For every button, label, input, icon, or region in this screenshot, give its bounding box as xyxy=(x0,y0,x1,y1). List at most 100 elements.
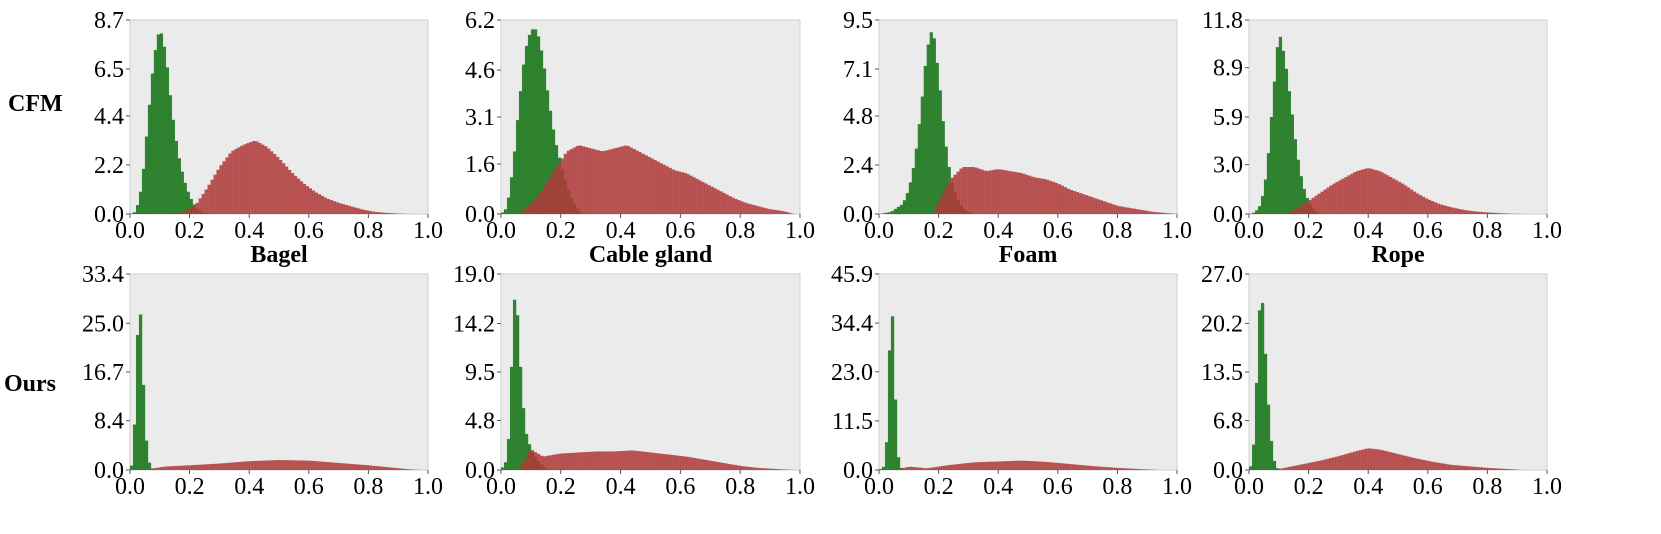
histogram-bar xyxy=(1359,450,1363,470)
histogram-bar xyxy=(1409,189,1414,214)
histogram-bar xyxy=(992,169,996,214)
histogram-bar xyxy=(986,461,990,470)
histogram-bar xyxy=(680,456,684,470)
x-tick-label: 0.8 xyxy=(1102,218,1132,244)
histogram-bar xyxy=(162,46,167,215)
histogram-bar xyxy=(1126,207,1130,214)
histogram-bar xyxy=(323,197,327,214)
histogram-bar xyxy=(287,169,292,214)
histogram-bar xyxy=(653,452,657,470)
histogram-bar xyxy=(1090,197,1094,214)
y-tick-label: 33.4 xyxy=(82,262,124,288)
histogram-bar xyxy=(1436,203,1441,214)
histogram-bar xyxy=(725,194,729,214)
histogram-bar xyxy=(171,119,175,214)
histogram-bar xyxy=(998,461,1002,470)
histogram-bar xyxy=(1004,461,1008,470)
histogram-bar xyxy=(917,124,922,214)
histogram-bar xyxy=(926,44,930,215)
histogram-bar xyxy=(159,33,164,214)
histogram-bar xyxy=(530,29,535,214)
histogram-bar xyxy=(1051,181,1056,214)
histogram-bar xyxy=(911,467,916,470)
y-tick-label: 3.0 xyxy=(1213,153,1243,179)
histogram-bar xyxy=(923,468,927,470)
histogram-bar xyxy=(962,463,966,470)
histogram-bar xyxy=(683,172,687,214)
x-tick-label: 0.4 xyxy=(234,474,264,500)
histogram-bar xyxy=(210,463,214,470)
histogram-panel: 0.0 0.2 0.4 0.6 0.8 1.0 0.0 8.4 16.7 25.0 33.4 xyxy=(82,262,443,500)
histogram-bar xyxy=(374,211,378,214)
histogram-bar xyxy=(545,90,550,214)
histogram-bar xyxy=(1481,467,1485,470)
histogram-bar xyxy=(1475,211,1479,214)
histogram-bar xyxy=(177,212,181,214)
x-tick-label: 0.4 xyxy=(606,474,636,500)
histogram-bar xyxy=(662,164,666,214)
y-tick-label: 0.0 xyxy=(465,458,495,484)
histogram-bar xyxy=(1278,36,1283,214)
histogram-bar xyxy=(350,464,354,470)
x-tick-label: 0.0 xyxy=(864,474,894,500)
histogram-bar xyxy=(1341,178,1345,214)
histogram-bar xyxy=(314,192,319,214)
histogram-bar xyxy=(512,299,517,470)
y-tick-label: 13.5 xyxy=(1201,360,1243,386)
histogram-bar xyxy=(1314,461,1318,470)
histogram-bar xyxy=(1311,462,1315,470)
histogram-bar xyxy=(332,462,336,470)
histogram-bar xyxy=(947,182,951,214)
histogram-bar xyxy=(1368,168,1372,214)
histogram-bar xyxy=(602,151,606,214)
histogram-bar xyxy=(252,461,256,470)
histogram-bar xyxy=(1424,460,1429,470)
histogram-bar xyxy=(189,198,193,214)
histogram-bar xyxy=(668,454,672,470)
histogram-bar xyxy=(719,462,723,470)
x-tick-label: 0.8 xyxy=(353,474,383,500)
histogram-bar xyxy=(629,450,633,470)
histogram-bar xyxy=(213,174,217,214)
histogram-bar xyxy=(989,461,993,470)
histogram-bar xyxy=(1403,455,1408,470)
histogram-bar xyxy=(144,440,149,470)
histogram-bar xyxy=(518,212,523,214)
histogram-bar xyxy=(1111,467,1115,470)
histogram-bar xyxy=(1272,460,1277,470)
histogram-bar xyxy=(1249,466,1253,470)
histogram-bar xyxy=(168,466,173,470)
histogram-bar xyxy=(365,465,369,470)
histogram-bar xyxy=(1380,172,1384,214)
histogram-bar xyxy=(225,157,229,214)
histogram-bar xyxy=(1383,450,1387,470)
histogram-bar xyxy=(338,463,342,470)
histogram-bar xyxy=(647,156,651,214)
histogram-bar xyxy=(1019,460,1023,470)
histogram-bar xyxy=(599,151,603,214)
x-tick-label: 0.6 xyxy=(1413,218,1443,244)
histogram-bar xyxy=(740,466,744,470)
x-tick-label: 0.2 xyxy=(546,218,576,244)
histogram-bar xyxy=(626,145,630,214)
histogram-bar xyxy=(1123,468,1127,470)
histogram-bar xyxy=(1007,461,1011,470)
histogram-bar xyxy=(914,148,919,214)
x-tick-label: 0.2 xyxy=(175,218,205,244)
x-tick-label: 0.8 xyxy=(353,218,383,244)
histogram-bar xyxy=(755,205,759,214)
histogram-bar xyxy=(602,451,606,470)
histogram-bar xyxy=(1293,465,1297,470)
histogram-bar xyxy=(377,466,381,470)
histogram-bar xyxy=(213,463,217,470)
histogram-bar xyxy=(578,145,583,214)
histogram-bar xyxy=(689,457,693,470)
y-tick-label: 45.9 xyxy=(831,262,873,288)
histogram-bar xyxy=(749,467,753,470)
histogram-bar xyxy=(162,466,167,470)
histogram-bar xyxy=(1317,460,1321,470)
histogram-bar xyxy=(231,462,235,470)
histogram-bar xyxy=(701,459,705,470)
histogram-bar xyxy=(1356,170,1360,214)
histogram-bar xyxy=(968,462,972,470)
